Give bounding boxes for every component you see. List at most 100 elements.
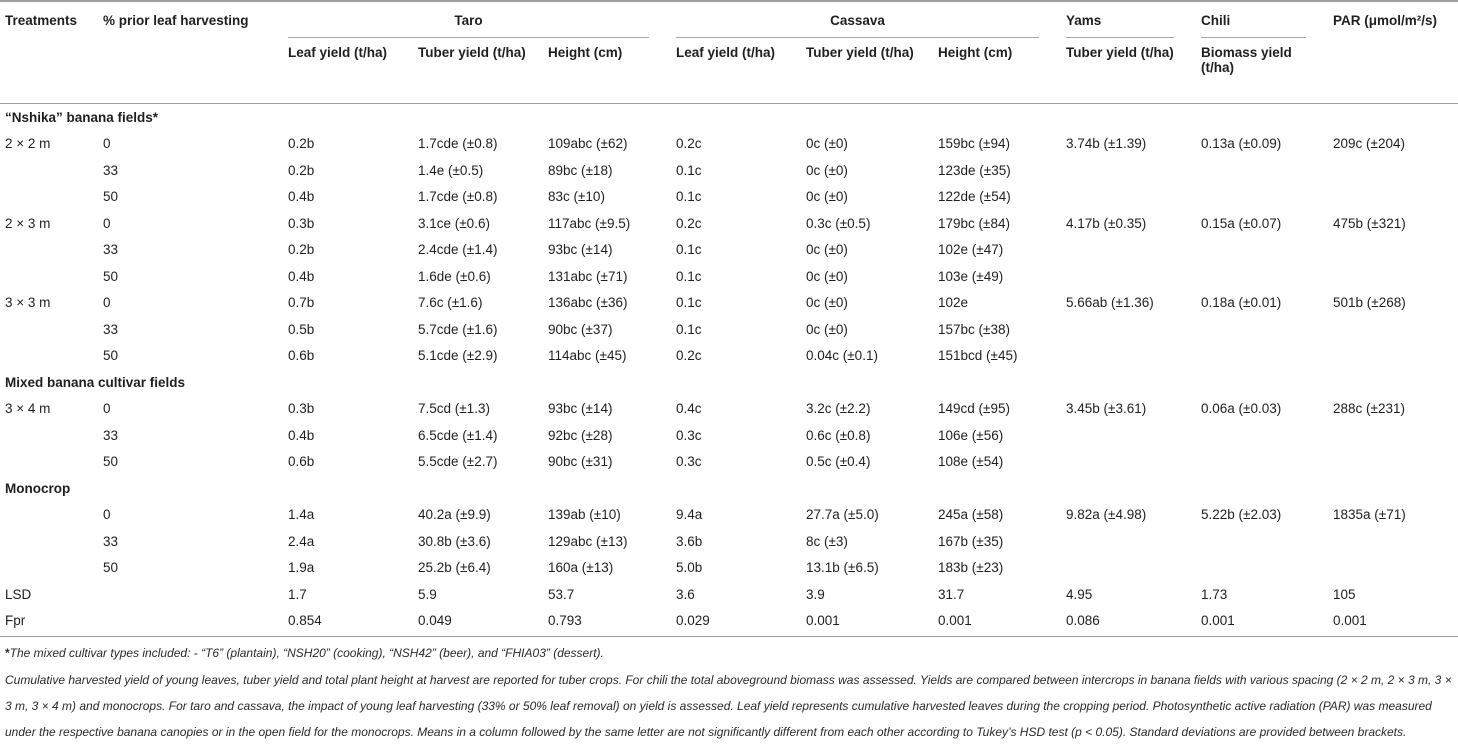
subheader-taro-tuber: Tuber yield (t/ha): [418, 45, 526, 60]
value-cell: 89bc (±18): [548, 162, 613, 178]
value-cell: [1328, 157, 1458, 184]
value-cell: 30.8b (±3.6): [418, 533, 491, 549]
value-cell: 117abc (±9.5): [548, 215, 631, 231]
treatment-cell: 2 × 2 m: [5, 136, 51, 152]
value-cell: 4.17b (±0.35): [1066, 215, 1147, 231]
footnotes: *The mixed cultivar types included: - “T…: [0, 637, 1458, 745]
pct-cell: 33: [103, 533, 119, 549]
value-cell: [1061, 316, 1196, 343]
value-cell: 3.45b (±3.61): [1066, 401, 1147, 417]
pct-cell: 0: [103, 507, 111, 523]
pct-cell: 50: [103, 348, 119, 364]
value-cell: 0.3c (±0.5): [806, 215, 871, 231]
par-header: PAR (μmol/m²/s): [1333, 13, 1438, 28]
value-cell: [1196, 263, 1328, 290]
value-cell: 209c (±204): [1333, 136, 1405, 152]
value-cell: 0.1c: [676, 321, 702, 337]
treatment-cell: [0, 237, 98, 264]
value-cell: 0.4b: [288, 189, 315, 205]
subheader-taro-height: Height (cm): [548, 45, 623, 60]
value-cell: 92bc (±28): [548, 427, 613, 443]
treatment-cell: [0, 449, 98, 476]
value-cell: 160a (±13): [548, 560, 614, 576]
value-cell: 5.7cde (±1.6): [418, 321, 498, 337]
value-cell: [1328, 237, 1458, 264]
table-row: 33 0.2b 2.4cde (±1.4) 93bc (±14) 0.1c 0c (±0)…: [0, 237, 1458, 264]
value-cell: 90bc (±31): [548, 454, 613, 470]
value-cell: 13.1b (±6.5): [806, 560, 879, 576]
treatment-cell: [0, 555, 98, 582]
treatment-cell: [0, 528, 98, 555]
value-cell: 0.001: [806, 613, 840, 629]
pct-cell: 33: [103, 427, 119, 443]
value-cell: 109abc (±62): [548, 136, 628, 152]
value-cell: 8c (±3): [806, 533, 848, 549]
value-cell: [1196, 184, 1328, 211]
table-row: 2 × 3 m 0 0.3b 3.1ce (±0.6) 117abc (±9.5) 0.2…: [0, 210, 1458, 237]
group-header-cassava: Cassava: [671, 1, 1061, 38]
footnote-asterisk: *: [5, 646, 10, 660]
table-row: Fpr 0.854 0.049 0.793 0.029 0.001 0.001 0.086 0.…: [0, 608, 1458, 637]
value-cell: 1.7cde (±0.8): [418, 189, 498, 205]
value-cell: 0.2c: [676, 136, 702, 152]
value-cell: [1196, 449, 1328, 476]
results-table-body: “Nshika” banana fields* 2 × 2 m 0 0.2b 1.7cd…: [0, 104, 1458, 637]
value-cell: 0.086: [1066, 613, 1100, 629]
value-cell: [1196, 316, 1328, 343]
pct-cell: 50: [103, 560, 119, 576]
value-cell: [1328, 422, 1458, 449]
value-cell: 0.3b: [288, 401, 315, 417]
value-cell: 0.793: [548, 613, 582, 629]
value-cell: 0.3c: [676, 427, 702, 443]
value-cell: 83c (±10): [548, 189, 605, 205]
group-label-yams: Yams: [1066, 13, 1175, 38]
value-cell: 0.1c: [676, 268, 702, 284]
value-cell: 53.7: [548, 586, 575, 602]
value-cell: 0.3b: [288, 215, 315, 231]
footnote-caption: Cumulative harvested yield of young leav…: [5, 673, 1452, 739]
value-cell: 0.1c: [676, 189, 702, 205]
value-cell: 151bcd (±45): [938, 348, 1018, 364]
value-cell: 0.2c: [676, 348, 702, 364]
value-cell: 122de (±54): [938, 189, 1011, 205]
group-header-taro: Taro: [283, 1, 671, 38]
value-cell: 3.74b (±1.39): [1066, 136, 1147, 152]
value-cell: 0.6b: [288, 348, 315, 364]
value-cell: 105: [1333, 586, 1356, 602]
table-row: 50 0.4b 1.7cde (±0.8) 83c (±10) 0.1c 0c (±0) 1…: [0, 184, 1458, 211]
value-cell: [1061, 343, 1196, 370]
value-cell: 2.4cde (±1.4): [418, 242, 498, 258]
value-cell: 123de (±35): [938, 162, 1011, 178]
value-cell: 0c (±0): [806, 321, 848, 337]
value-cell: 6.5cde (±1.4): [418, 427, 498, 443]
table-row: LSD 1.7 5.9 53.7 3.6 3.9 31.7 4.95 1.73 105: [0, 581, 1458, 608]
value-cell: 0.2b: [288, 242, 315, 258]
treatment-cell: 3 × 4 m: [5, 401, 51, 417]
value-cell: 157bc (±38): [938, 321, 1010, 337]
treatment-cell: [0, 422, 98, 449]
subheader-yams-tuber: Tuber yield (t/ha): [1066, 45, 1174, 60]
value-cell: 139ab (±10): [548, 507, 621, 523]
value-cell: 93bc (±14): [548, 401, 613, 417]
table-row: 2 × 2 m 0 0.2b 1.7cde (±0.8) 109abc (±62) 0.2…: [0, 131, 1458, 158]
value-cell: 0.2c: [676, 215, 702, 231]
treatment-cell: Fpr: [5, 613, 26, 629]
treatment-cell: [0, 157, 98, 184]
table-row: 33 0.2b 1.4e (±0.5) 89bc (±18) 0.1c 0c (±0) 12…: [0, 157, 1458, 184]
value-cell: 149cd (±95): [938, 401, 1010, 417]
value-cell: 0.2b: [288, 136, 315, 152]
treatment-cell: [0, 343, 98, 370]
pct-prior-header: % prior leaf harvesting: [103, 13, 249, 28]
value-cell: 3.1ce (±0.6): [418, 215, 490, 231]
table-row: 33 0.5b 5.7cde (±1.6) 90bc (±37) 0.1c 0c (±0)…: [0, 316, 1458, 343]
value-cell: 0.001: [1333, 613, 1367, 629]
value-cell: 102e (±47): [938, 242, 1004, 258]
value-cell: 129abc (±13): [548, 533, 628, 549]
treatment-cell: [0, 184, 98, 211]
treatment-cell: LSD: [5, 586, 32, 602]
value-cell: 0.6c (±0.8): [806, 427, 871, 443]
value-cell: 0.001: [1201, 613, 1235, 629]
section-label: Monocrop: [5, 480, 71, 496]
value-cell: 0.5b: [288, 321, 315, 337]
